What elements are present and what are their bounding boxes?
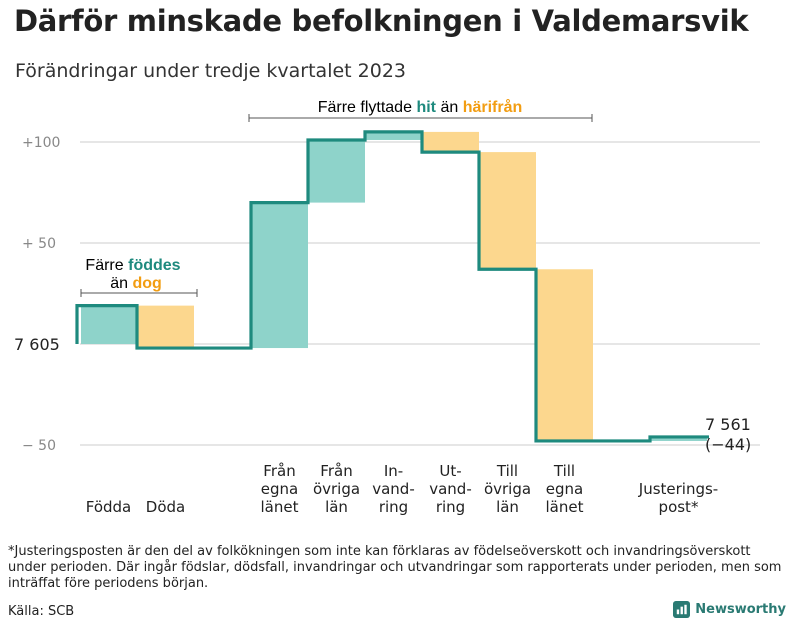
start-value-label: 7 605	[14, 335, 60, 354]
category-label: Från egna länet	[261, 462, 299, 516]
waterfall-bar	[423, 131, 479, 153]
cumulative-step-line	[75, 130, 709, 443]
y-tick-label: − 50	[22, 438, 56, 454]
category-label: Döda	[146, 498, 185, 516]
waterfall-bar	[537, 269, 593, 441]
waterfall-bar	[81, 305, 137, 344]
category-label: Till övriga län	[484, 462, 531, 516]
category-label: Födda	[86, 498, 132, 516]
waterfall-bar	[252, 202, 308, 349]
category-label: Från övriga län	[313, 462, 360, 516]
newsworthy-logo: Newsworthy	[673, 601, 786, 618]
waterfall-bar	[309, 139, 365, 203]
chart-title: Därför minskade befolkningen i Valdemars…	[14, 4, 749, 38]
end-change-label: (−44)	[705, 435, 751, 454]
category-label: Justerings-post*	[638, 480, 718, 516]
y-tick-label: + 50	[22, 236, 56, 252]
migration-annotation-text: Färre flyttade hit än härifrån	[318, 98, 523, 116]
births-annotation: Färre föddes än dog	[80, 257, 198, 297]
waterfall-bar	[138, 305, 194, 349]
source-label: Källa: SCB	[8, 604, 75, 619]
waterfall-bar	[366, 131, 422, 140]
brand-name: Newsworthy	[695, 602, 786, 617]
y-axis-ticks: +100 + 50 − 50	[22, 135, 60, 454]
y-tick-label: +100	[22, 135, 60, 151]
category-label: Ut-vand-ring	[429, 462, 472, 516]
footnote: *Justeringsposten är den del av folkökni…	[8, 544, 782, 591]
waterfall-chart: +100 + 50 − 50 Födda Döda Från egna länet Från ö…	[14, 98, 760, 516]
births-annotation-line2: än dog	[110, 275, 162, 292]
waterfall-bar	[480, 152, 536, 270]
bars	[81, 131, 707, 441]
migration-annotation: Färre flyttade hit än härifrån	[248, 98, 593, 122]
waterfall-bar	[651, 436, 707, 441]
end-value-label: 7 561	[705, 415, 751, 434]
category-label: In-vand-ring	[372, 462, 415, 516]
category-labels: Födda Döda Från egna länet Från övriga län In-va…	[86, 462, 718, 516]
births-annotation-line1: Färre föddes	[85, 257, 180, 274]
chart-subtitle: Förändringar under tredje kvartalet 2023	[15, 60, 407, 82]
bar-chart-icon	[673, 601, 691, 618]
category-label: Till egna länet	[546, 462, 584, 516]
